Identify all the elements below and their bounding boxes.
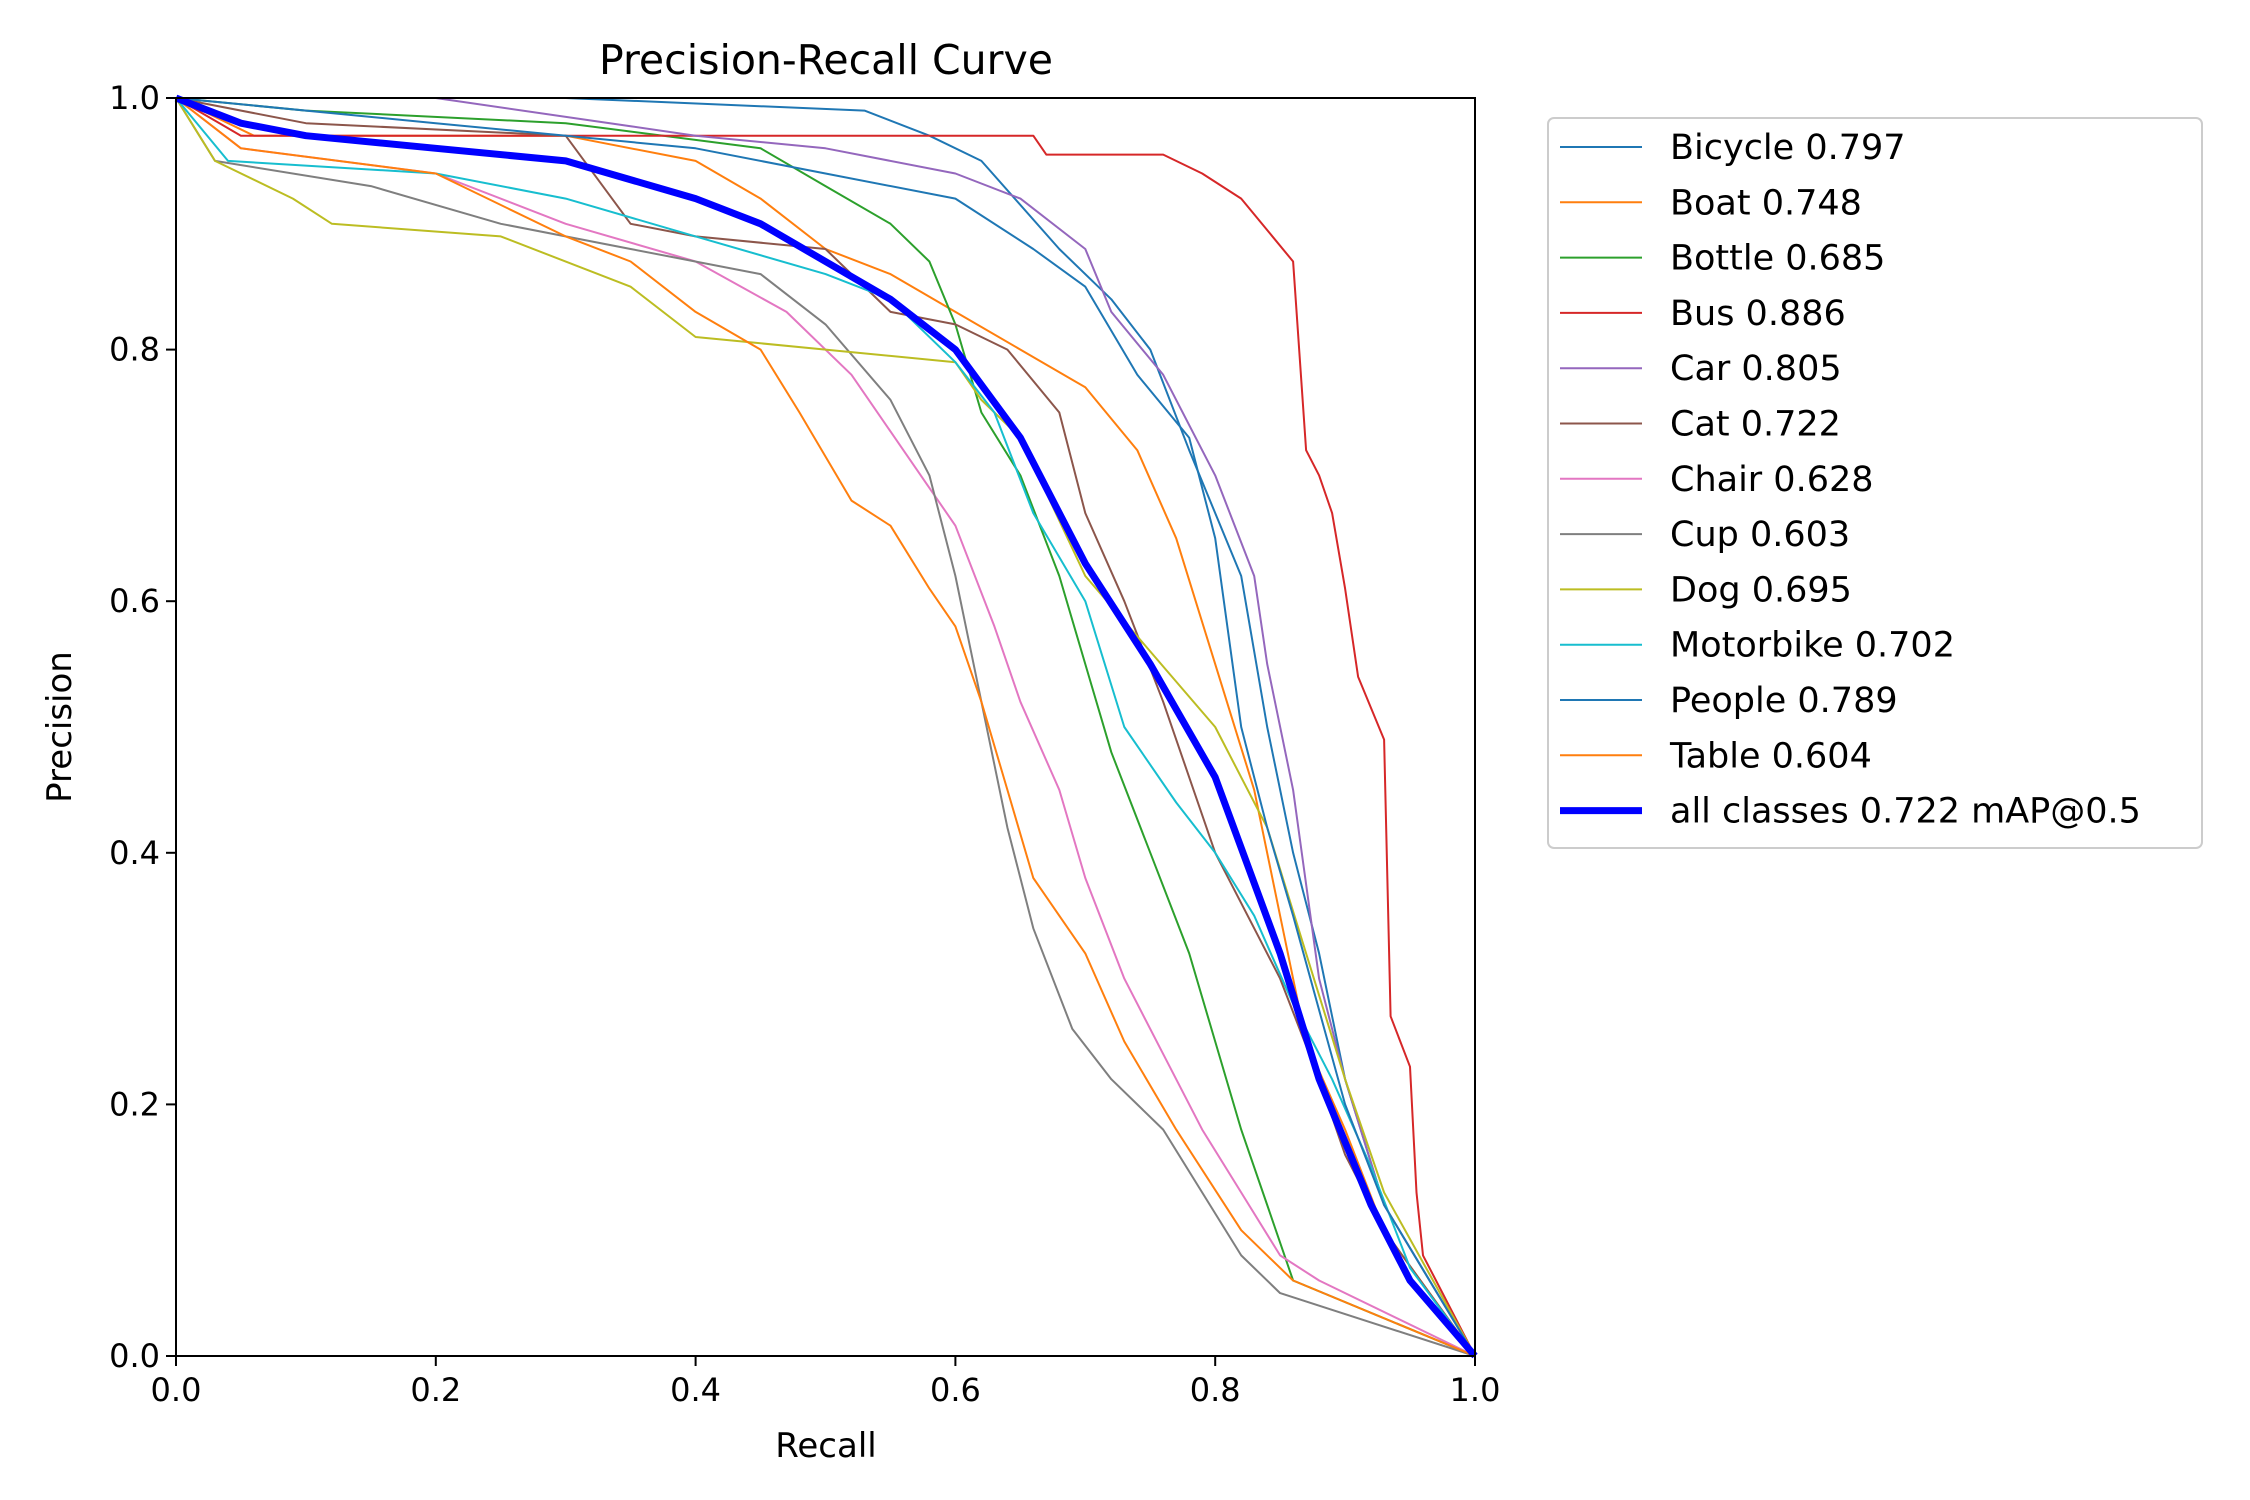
- legend-label: Boat 0.748: [1670, 183, 1862, 223]
- x-axis-label: Recall: [775, 1426, 876, 1466]
- series-line-12: [174, 94, 1478, 1359]
- y-tick-label: 0.8: [109, 331, 160, 369]
- series-line-4: [176, 97, 1476, 1357]
- curves: [174, 94, 1478, 1359]
- y-tick-label: 0.0: [109, 1337, 160, 1375]
- legend-label: Bottle 0.685: [1670, 239, 1885, 279]
- x-tick-label: 0.0: [151, 1371, 202, 1409]
- legend-label: Car 0.805: [1670, 349, 1842, 389]
- y-tick-label: 0.4: [109, 834, 160, 872]
- legend: Bicycle 0.797 Boat 0.748 Bottle 0.685 Bus 0…: [1547, 117, 2203, 849]
- x-tick-label: 0.4: [670, 1371, 721, 1409]
- chart-title: Precision-Recall Curve: [599, 36, 1053, 84]
- series-line-9: [175, 97, 1476, 1357]
- x-tick-label: 0.2: [410, 1371, 461, 1409]
- plot-frame: [175, 97, 1476, 1357]
- x-tick-label: 0.8: [1190, 1371, 1241, 1409]
- legend-label: People 0.789: [1670, 681, 1898, 721]
- x-tick-label: 0.6: [930, 1371, 981, 1409]
- series-line-7: [175, 97, 1476, 1357]
- y-tick-label: 0.6: [109, 582, 160, 620]
- series-line-6: [175, 97, 1476, 1357]
- legend-frame: [1547, 117, 2203, 849]
- y-tick-label: 1.0: [109, 79, 160, 117]
- series-line-10: [175, 97, 1476, 1357]
- series-line-0: [176, 97, 1476, 1357]
- legend-label: Cat 0.722: [1670, 405, 1841, 445]
- legend-label: Dog 0.695: [1670, 570, 1852, 610]
- legend-label: Cup 0.603: [1670, 515, 1850, 555]
- x-tick-label: 1.0: [1450, 1371, 1501, 1409]
- legend-label: Table 0.604: [1669, 736, 1872, 776]
- legend-label: Chair 0.628: [1670, 460, 1874, 500]
- legend-label: Motorbike 0.702: [1670, 626, 1955, 666]
- legend-label: all classes 0.722 mAP@0.5: [1670, 792, 2141, 832]
- legend-label: Bus 0.886: [1670, 294, 1846, 334]
- y-tick-label: 0.2: [109, 1085, 160, 1123]
- axis-ticks: 0.0 0.2 0.4 0.6 0.8 1.0 0.0 0.2 0.4 0.6 0.8 1.0: [109, 79, 1500, 1409]
- legend-label: Bicycle 0.797: [1670, 128, 1906, 168]
- series-line-3: [175, 97, 1476, 1357]
- series-line-11: [175, 97, 1476, 1357]
- y-axis-label: Precision: [40, 651, 80, 803]
- series-line-8: [175, 97, 1476, 1357]
